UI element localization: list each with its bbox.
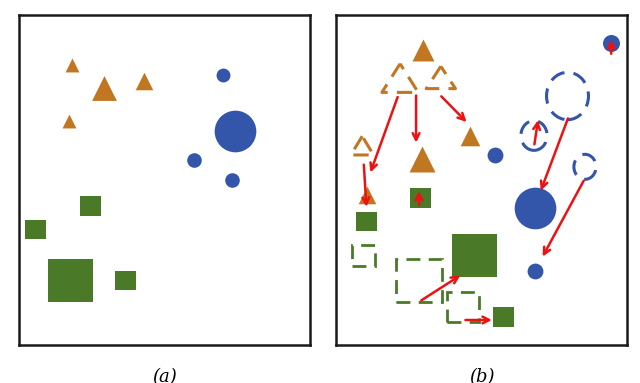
- Bar: [447, 292, 479, 322]
- Point: [218, 72, 228, 78]
- Point: [99, 85, 109, 91]
- Bar: [493, 307, 514, 327]
- Point: [362, 192, 372, 198]
- Text: (b): (b): [469, 368, 494, 383]
- Point: [606, 40, 616, 46]
- Point: [67, 62, 77, 68]
- Point: [417, 155, 427, 162]
- Bar: [115, 270, 136, 290]
- Point: [531, 205, 541, 211]
- Bar: [396, 259, 442, 302]
- Point: [490, 152, 500, 159]
- Point: [63, 118, 74, 124]
- Bar: [47, 259, 93, 302]
- Text: (a): (a): [152, 368, 177, 383]
- Bar: [356, 212, 377, 231]
- Point: [465, 133, 475, 139]
- Bar: [410, 188, 431, 208]
- Bar: [452, 234, 497, 277]
- Point: [230, 128, 240, 134]
- Bar: [352, 245, 375, 267]
- Point: [419, 47, 429, 53]
- Point: [189, 157, 199, 163]
- Bar: [80, 196, 101, 216]
- Point: [227, 177, 237, 183]
- Point: [531, 267, 541, 273]
- Bar: [25, 220, 45, 239]
- Point: [140, 78, 150, 84]
